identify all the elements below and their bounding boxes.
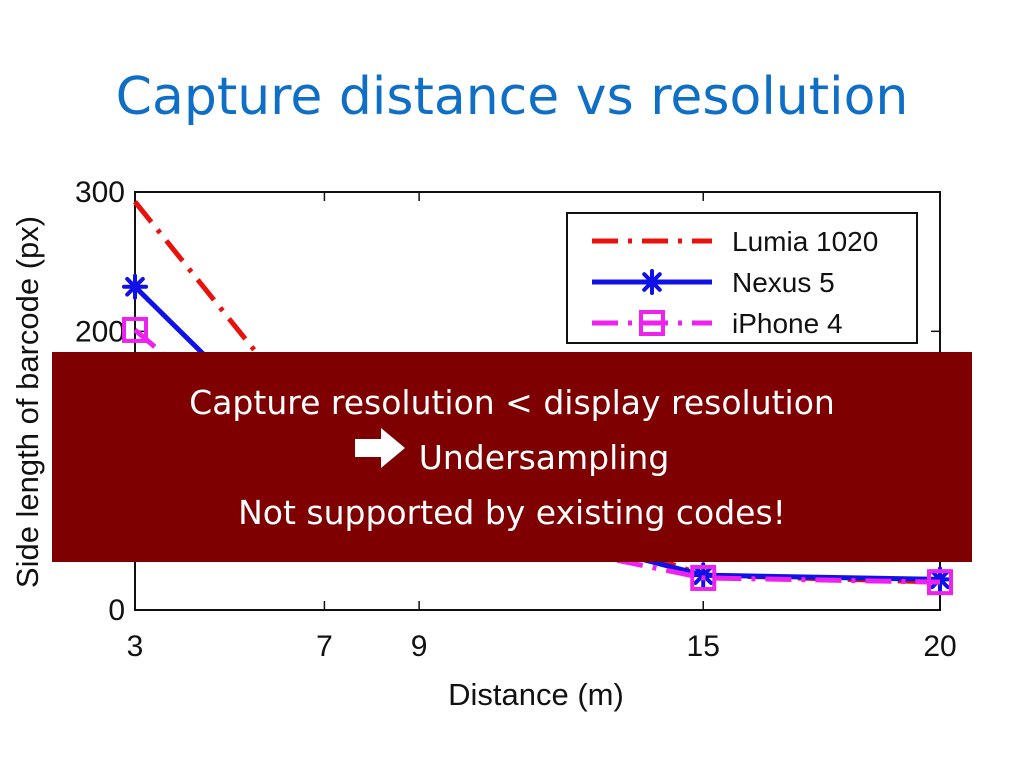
- legend-marker-iphone-4: [639, 310, 665, 336]
- x-tick-label: 7: [316, 630, 333, 663]
- y-tick-label: 300: [75, 176, 125, 209]
- legend-box: [566, 212, 918, 344]
- legend-label-iphone-4: iPhone 4: [732, 308, 843, 339]
- callout-box: Capture resolution < display resolution …: [52, 352, 972, 562]
- legend-label-lumia-1020: Lumia 1020: [732, 226, 878, 257]
- x-tick-label: 9: [411, 630, 428, 663]
- callout-line-2-text: Undersampling: [418, 437, 670, 477]
- y-tick-label: 200: [75, 315, 125, 348]
- chart-axes: 37915200100200300: [75, 176, 957, 663]
- legend-label-nexus-5: Nexus 5: [732, 267, 835, 298]
- right-arrow-icon: [354, 428, 405, 484]
- callout-line-3: Not supported by existing codes!: [238, 492, 786, 532]
- x-tick-label: 15: [687, 630, 720, 663]
- chart-legend: Lumia 1020 Nexus 5 iPhone 4: [566, 212, 918, 344]
- data-point-iphone-4: [690, 564, 717, 591]
- y-axis-label: Side length of barcode (px): [10, 216, 45, 588]
- slide-title: Capture distance vs resolution: [115, 67, 909, 127]
- legend-marker-nexus-5: [639, 269, 665, 295]
- data-point-iphone-4: [122, 316, 148, 343]
- x-tick-label: 20: [923, 630, 956, 663]
- y-tick-label: 0: [108, 594, 125, 627]
- callout-line-2: Undersampling: [52, 428, 972, 485]
- callout-line-1: Capture resolution < display resolution: [189, 382, 835, 422]
- data-point-iphone-4: [927, 569, 953, 596]
- data-point-nexus-5: [122, 273, 148, 300]
- x-tick-label: 3: [127, 630, 144, 663]
- x-axis-label: Distance (m): [448, 677, 624, 712]
